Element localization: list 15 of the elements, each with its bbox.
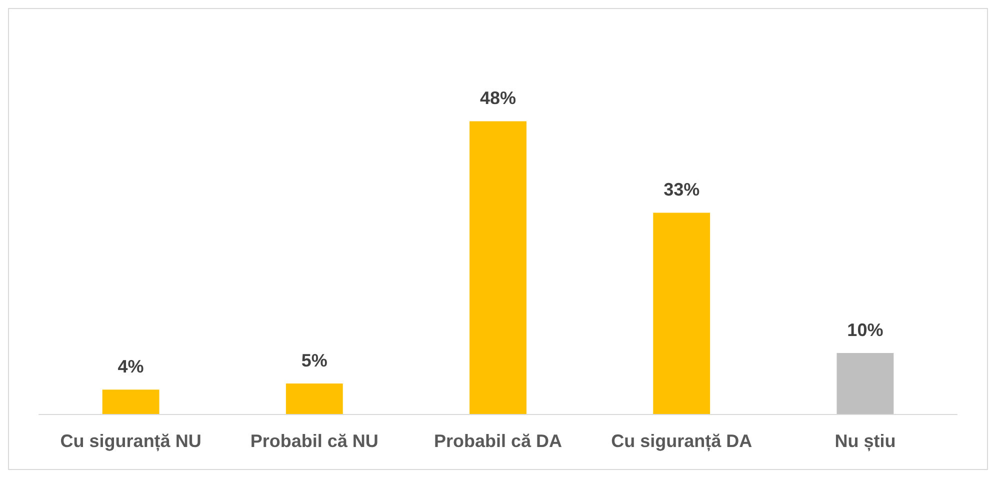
data-label: 5% <box>301 350 328 370</box>
x-tick-label: Cu siguranță NU <box>60 431 202 452</box>
x-tick-label: Nu știu <box>834 431 896 452</box>
data-label: 10% <box>847 320 884 340</box>
x-tick-label: Cu siguranță DA <box>611 431 752 452</box>
bar <box>836 353 894 414</box>
bar <box>102 390 160 414</box>
bar <box>286 384 343 414</box>
data-label: 33% <box>664 180 700 200</box>
x-tick-label: Probabil că NU <box>250 431 378 451</box>
bar <box>470 121 526 414</box>
data-label: 4% <box>118 356 144 377</box>
x-tick-label: Probabil că DA <box>434 431 562 451</box>
data-label: 48% <box>480 88 516 108</box>
bar <box>653 212 710 414</box>
